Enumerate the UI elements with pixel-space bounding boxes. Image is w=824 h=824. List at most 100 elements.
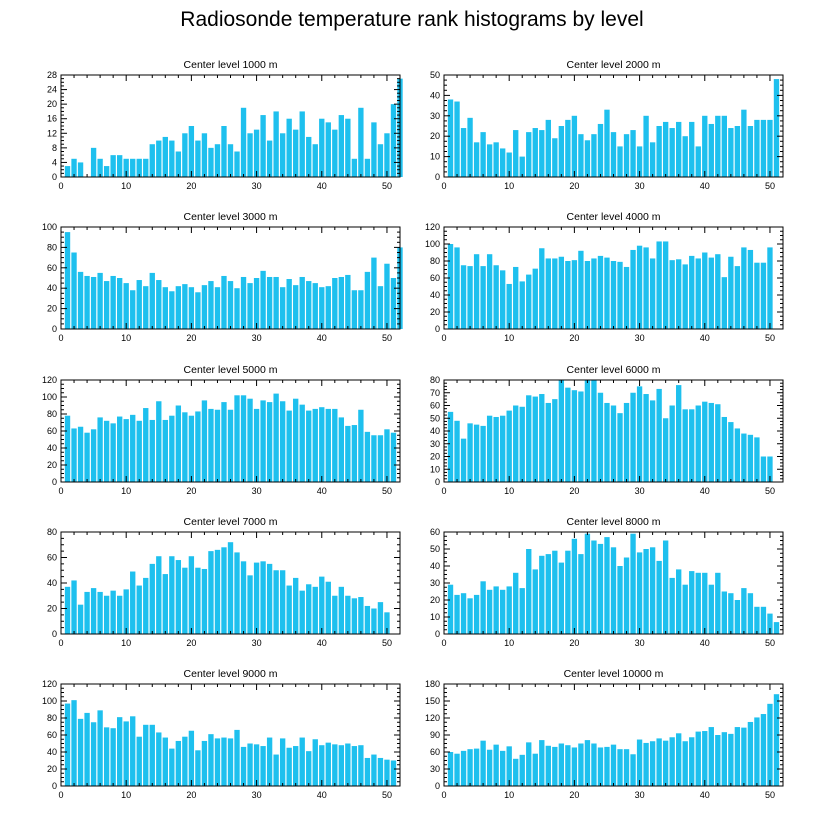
x-tick-label: 0 [58, 333, 63, 343]
bar [558, 562, 565, 634]
bar [630, 533, 636, 634]
bar [162, 136, 168, 177]
bar [649, 741, 656, 786]
x-tick-label: 0 [441, 790, 446, 800]
bar [689, 737, 695, 786]
bar [188, 126, 195, 177]
bar [460, 438, 467, 482]
bar [519, 588, 525, 634]
bar [273, 570, 279, 634]
x-tick-label: 10 [121, 790, 131, 800]
bar [565, 119, 571, 177]
bar [591, 258, 597, 329]
bar [195, 567, 201, 634]
y-tick-label: 28 [47, 70, 57, 80]
bar [338, 417, 344, 482]
bar [162, 419, 168, 482]
bar [676, 569, 682, 634]
bar [643, 742, 649, 786]
bar [656, 388, 662, 482]
bar [695, 731, 701, 786]
bar [604, 746, 610, 786]
x-tick-label: 50 [765, 333, 775, 343]
y-tick-label: 0 [435, 629, 440, 639]
bar [266, 737, 273, 786]
bar [708, 727, 714, 786]
x-tick-label: 50 [382, 181, 392, 191]
y-tick-label: 10 [430, 612, 440, 622]
x-tick-label: 10 [504, 181, 514, 191]
bar [584, 140, 591, 177]
bar [754, 262, 760, 329]
panel-title: Center level 6000 m [567, 364, 661, 376]
bar [454, 594, 460, 634]
panel-title: Center level 7000 m [184, 516, 278, 528]
x-tick-label: 50 [765, 638, 775, 648]
panel-title: Center level 1000 m [184, 59, 278, 71]
bar [767, 613, 773, 634]
bar [240, 276, 247, 329]
bar [649, 400, 656, 482]
bar [552, 746, 558, 786]
bar [597, 123, 604, 177]
bar [338, 745, 344, 786]
bar [741, 588, 747, 634]
y-tick-label: 60 [430, 527, 440, 537]
bar [156, 732, 162, 786]
bar [195, 140, 201, 177]
bar [669, 260, 675, 329]
x-tick-label: 30 [252, 790, 262, 800]
bar [682, 136, 688, 177]
bar [371, 754, 377, 786]
x-tick-label: 0 [441, 181, 446, 191]
x-tick-label: 40 [317, 486, 327, 496]
bar [558, 380, 565, 482]
bar [221, 126, 227, 177]
bar [506, 152, 512, 177]
x-tick-label: 30 [252, 486, 262, 496]
bar [240, 746, 247, 786]
bar [227, 281, 234, 329]
y-tick-label: 8 [52, 143, 57, 153]
bar [486, 144, 493, 177]
bar [182, 736, 188, 786]
bar [97, 158, 103, 177]
bar [676, 385, 682, 482]
bar [332, 129, 338, 177]
bar [539, 740, 545, 786]
bar [721, 416, 727, 482]
bar [169, 556, 175, 634]
bar [90, 588, 97, 634]
histogram-panel-1: Center level 1000 m 0 10 20 30 40 50 0 4 8 12 16 20 2… [47, 59, 403, 191]
bar [597, 543, 604, 634]
bar [565, 550, 571, 634]
y-tick-label: 60 [47, 553, 57, 563]
panel-title: Center level 9000 m [184, 668, 278, 680]
bar [208, 734, 214, 786]
y-tick-label: 40 [430, 90, 440, 100]
bar [662, 540, 669, 634]
bar [610, 405, 617, 482]
bar [364, 158, 371, 177]
bar [454, 247, 460, 329]
bar [747, 126, 754, 177]
bar [214, 144, 221, 177]
bar [247, 398, 253, 482]
bar [227, 738, 234, 786]
bar [656, 738, 662, 786]
bar [169, 748, 175, 786]
panel-title: Center level 5000 m [184, 364, 278, 376]
bar [649, 258, 656, 329]
bar [741, 247, 747, 329]
bar [532, 128, 538, 177]
y-tick-label: 60 [47, 730, 57, 740]
bar [721, 277, 727, 329]
bar [721, 591, 727, 634]
bar [156, 140, 162, 177]
bar [130, 290, 136, 329]
bar [110, 728, 116, 786]
bar [169, 415, 175, 482]
bar [227, 409, 234, 482]
bar [493, 265, 499, 329]
